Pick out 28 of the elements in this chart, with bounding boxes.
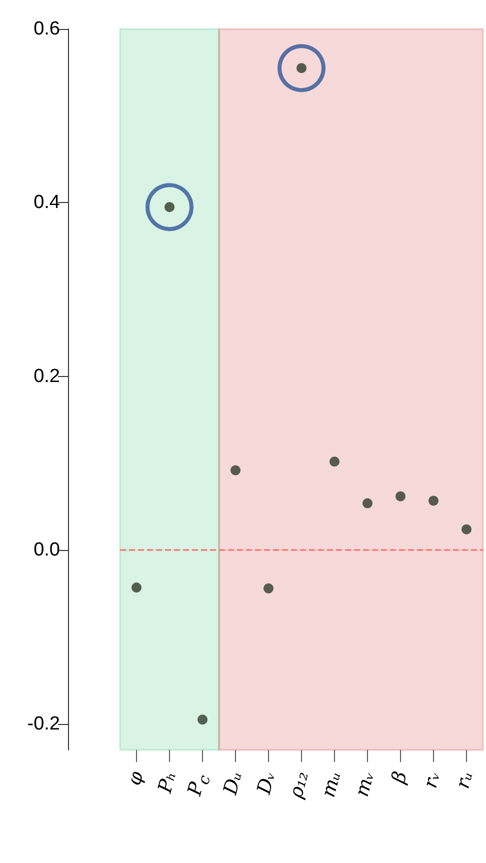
y-tick-label: 0.4 <box>34 192 60 214</box>
point <box>362 498 372 508</box>
x-tick-label: β <box>387 769 412 786</box>
point <box>278 44 326 92</box>
point <box>146 183 194 232</box>
point <box>330 456 340 467</box>
y-tick-label: 0.6 <box>34 18 60 40</box>
y-tick-label: -0.2 <box>27 713 60 734</box>
x-tick-label: Dᵥ <box>252 769 280 796</box>
point <box>396 491 406 502</box>
x-tick-label: rᵤ <box>451 769 477 791</box>
x-tick-label: mᵤ <box>316 769 345 800</box>
y-tick-label: 0.2 <box>34 366 60 387</box>
point <box>428 496 438 506</box>
point <box>264 583 274 594</box>
x-tick-label: mᵥ <box>350 769 378 800</box>
point <box>296 63 306 74</box>
point <box>132 582 142 593</box>
point <box>462 524 472 534</box>
point <box>164 202 174 212</box>
point <box>198 714 208 725</box>
x-tick-label: rᵥ <box>418 769 444 790</box>
y-tick-label: 0.0 <box>34 540 60 561</box>
x-tick-label: Dᵤ <box>218 769 246 797</box>
x-tick-label: Pₕ <box>153 769 180 796</box>
x-tick-label: φ <box>122 769 148 788</box>
x-tick-label: ρ₁₂ <box>284 769 313 800</box>
point <box>230 465 240 476</box>
